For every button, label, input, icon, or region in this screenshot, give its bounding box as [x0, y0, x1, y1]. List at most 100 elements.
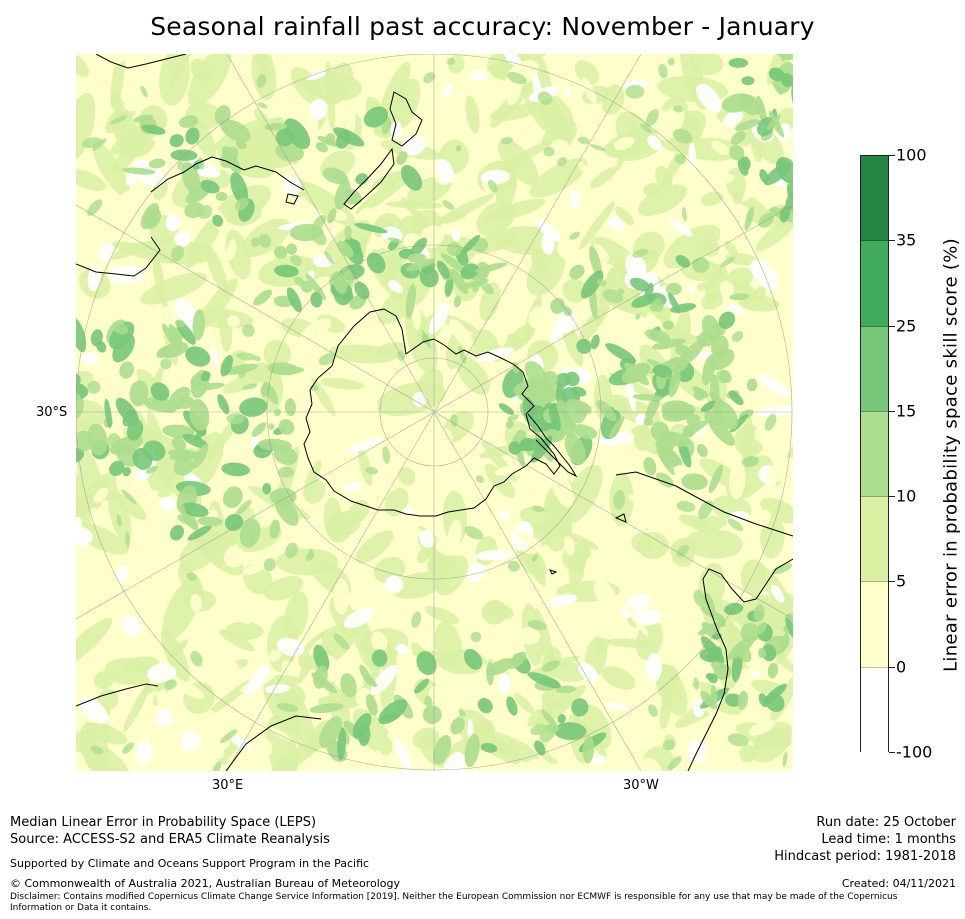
field-patch: [82, 352, 100, 365]
field-patch: [343, 607, 375, 629]
field-patch: [757, 405, 793, 418]
field-patch: [735, 642, 752, 663]
colorbar-label: Linear error in probability space skill …: [940, 238, 962, 672]
field-patch: [531, 554, 539, 562]
field-patch: [589, 166, 618, 189]
field-patch: [416, 548, 431, 564]
field-patch: [744, 206, 755, 231]
field-patch: [498, 509, 511, 521]
footer-copyright: © Commonwealth of Australia 2021, Austra…: [10, 877, 400, 890]
colorbar-tick: [889, 666, 895, 668]
field-patch: [318, 353, 335, 366]
field-patch: [708, 464, 723, 494]
field-patch: [662, 320, 674, 330]
field-patch: [700, 690, 717, 709]
field-patch: [722, 110, 744, 127]
field-patch: [778, 157, 786, 175]
field-patch: [174, 319, 185, 328]
field-patch: [313, 665, 328, 689]
field-patch: [363, 398, 378, 413]
field-patch: [405, 283, 416, 319]
field-patch: [333, 578, 349, 615]
field-patch: [251, 54, 277, 101]
field-patch: [550, 297, 566, 314]
field-patch: [170, 149, 198, 162]
field-patch: [741, 156, 751, 171]
field-patch: [557, 714, 566, 724]
field-patch: [90, 329, 103, 347]
field-patch: [337, 240, 354, 258]
field-patch: [340, 673, 357, 698]
field-patch: [768, 67, 785, 82]
field-patch: [758, 693, 769, 708]
field-patch: [643, 457, 657, 476]
field-patch: [355, 171, 415, 215]
field-patch: [324, 133, 336, 145]
field-patch: [257, 102, 268, 109]
field-patch: [668, 369, 681, 398]
field-patch: [582, 735, 595, 764]
field-patch: [424, 695, 433, 708]
field-patch: [87, 380, 101, 394]
field-patch: [605, 343, 637, 364]
field-patch: [444, 276, 454, 297]
field-patch: [592, 54, 612, 71]
field-patch: [305, 273, 326, 301]
field-patch: [711, 140, 730, 155]
field-patch: [593, 244, 609, 261]
field-patch: [593, 580, 617, 609]
field-patch: [557, 157, 568, 167]
field-patch: [181, 502, 209, 518]
field-patch: [133, 114, 154, 123]
colorbar-tick: [889, 496, 895, 498]
field-patch: [277, 466, 295, 478]
field-patch: [366, 252, 386, 274]
field-patch: [370, 664, 398, 696]
field-patch: [696, 83, 722, 113]
field-patch: [477, 697, 493, 714]
field-patch: [761, 644, 777, 662]
field-patch: [764, 413, 777, 431]
colorbar-tick-label: 15: [896, 401, 917, 421]
field-patch: [781, 54, 793, 62]
field-patch: [388, 280, 403, 294]
field-patch: [190, 650, 203, 667]
field-patch: [449, 319, 474, 350]
field-patch: [640, 123, 653, 134]
field-patch: [217, 394, 230, 415]
field-patch: [564, 433, 586, 465]
field-patch: [269, 366, 305, 375]
south-georgia: [549, 569, 558, 575]
field-patch: [724, 602, 744, 616]
field-patch: [691, 516, 728, 532]
field-patch: [118, 190, 141, 212]
field-patch: [477, 718, 496, 742]
field-patch: [200, 371, 211, 382]
field-patch: [442, 200, 455, 210]
field-patch: [688, 285, 698, 294]
field-patch: [729, 145, 745, 161]
field-patch: [450, 414, 458, 428]
field-patch: [333, 633, 350, 650]
field-patch: [140, 272, 208, 305]
field-patch: [753, 286, 766, 303]
field-patch: [608, 416, 625, 439]
field-patch: [341, 481, 364, 493]
field-patch: [262, 482, 272, 495]
field-patch: [608, 216, 625, 232]
colorbar-bin: [861, 241, 888, 327]
field-patch: [635, 413, 647, 426]
lead-time: Lead time: 1 months: [821, 832, 956, 847]
field-patch: [412, 391, 427, 407]
field-patch: [290, 254, 302, 267]
field-patch: [484, 463, 516, 498]
field-patch: [569, 231, 580, 240]
field-patch: [344, 225, 352, 241]
field-patch: [223, 546, 245, 568]
field-patch: [682, 424, 695, 438]
field-patch: [362, 420, 380, 440]
field-patch: [632, 248, 649, 258]
field-patch: [365, 694, 378, 716]
footer-disclaimer: Disclaimer: Contains modified Copernicus…: [10, 892, 898, 913]
field-patch: [719, 256, 736, 268]
